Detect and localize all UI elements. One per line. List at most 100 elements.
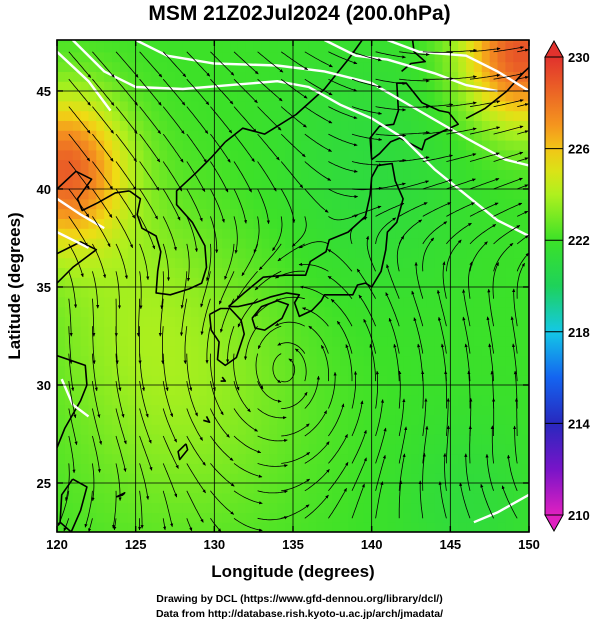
streamline — [328, 371, 337, 409]
streamline — [233, 133, 255, 163]
streamline — [513, 425, 518, 464]
streamline — [115, 408, 127, 445]
streamline — [328, 188, 359, 199]
streamline — [328, 161, 358, 173]
streamline — [139, 106, 161, 135]
streamline — [327, 275, 353, 299]
streamline — [139, 216, 156, 250]
streamline — [365, 235, 376, 272]
streamline — [139, 133, 161, 163]
streamline — [92, 408, 103, 445]
streamline — [304, 106, 333, 124]
x-axis-label: Longitude (degrees) — [211, 562, 374, 581]
streamline — [291, 216, 307, 247]
streamline — [393, 343, 400, 382]
streamline — [68, 78, 91, 106]
streamline — [68, 298, 73, 337]
x-axis-ticks: 120 125 130 135 140 145 150 — [46, 40, 540, 552]
y-tick-label: 35 — [37, 280, 51, 295]
streamline — [422, 237, 435, 272]
streamline — [68, 243, 84, 278]
streamline — [398, 480, 403, 519]
grid-lines — [57, 40, 529, 532]
streamline — [517, 48, 529, 53]
streamline — [438, 481, 447, 519]
streamline — [92, 133, 114, 162]
streamline — [233, 380, 251, 413]
streamline — [351, 371, 358, 409]
streamline — [469, 224, 497, 245]
streamline — [375, 51, 406, 59]
streamline — [485, 453, 494, 491]
streamline — [162, 133, 184, 163]
colorbar-gradient — [544, 56, 564, 516]
streamline — [501, 485, 518, 519]
streamline — [272, 216, 283, 252]
streamline — [68, 133, 91, 162]
streamline — [253, 216, 260, 254]
streamline — [210, 518, 222, 532]
streamline — [277, 342, 306, 354]
streamline — [233, 435, 262, 454]
colorbar-tick-label: 226 — [568, 142, 590, 157]
streamline — [68, 271, 78, 309]
streamline — [162, 78, 186, 106]
streamline — [375, 399, 385, 437]
colorbar: 210 214 218 222 226 230 — [544, 39, 590, 533]
streamline — [139, 381, 149, 418]
streamline — [351, 457, 367, 491]
streamline — [351, 133, 383, 142]
streamline — [517, 157, 529, 162]
streamline — [294, 348, 307, 382]
streamline — [115, 435, 127, 472]
streamline — [92, 381, 101, 418]
streamline — [280, 78, 308, 99]
streamline — [446, 178, 476, 190]
streamline — [219, 271, 235, 305]
streamline — [179, 298, 188, 337]
streamline — [138, 326, 142, 365]
streamline — [68, 188, 90, 218]
streamline — [68, 161, 90, 190]
streamline — [186, 243, 191, 282]
isolines — [57, 40, 529, 524]
streamline — [115, 106, 138, 134]
streamline — [328, 214, 359, 221]
streamline — [255, 353, 264, 390]
y-tick-label: 40 — [37, 182, 51, 197]
streamline — [304, 468, 330, 492]
streamline — [446, 425, 450, 464]
streamline — [162, 188, 181, 221]
streamline — [115, 243, 128, 280]
streamline — [516, 252, 529, 272]
streamline — [236, 271, 258, 300]
y-tick-label: 25 — [37, 476, 51, 491]
streamline — [162, 490, 174, 528]
streamline — [469, 152, 500, 162]
streamline — [398, 453, 406, 491]
streamline — [399, 105, 430, 109]
streamline — [320, 344, 329, 382]
streamline — [442, 261, 447, 299]
streamline — [63, 518, 70, 532]
streamline — [68, 326, 73, 365]
streamline — [272, 353, 282, 383]
streamline — [233, 51, 259, 75]
streamline — [493, 125, 524, 135]
streamline — [398, 370, 402, 409]
y-axis-label: Latitude (degrees) — [5, 212, 24, 359]
streamline — [513, 370, 518, 409]
streamline — [464, 343, 471, 382]
streamline — [417, 343, 424, 382]
streamline — [469, 47, 501, 53]
streamline — [469, 126, 501, 135]
streamline — [517, 130, 529, 135]
streamline — [158, 298, 164, 337]
streamline — [210, 161, 229, 193]
y-axis-ticks: 25 30 35 40 45 — [37, 84, 529, 491]
streamline — [226, 326, 235, 364]
streamline — [422, 50, 454, 54]
streamline — [281, 391, 308, 409]
streamline — [210, 188, 225, 223]
streamline — [115, 161, 137, 191]
